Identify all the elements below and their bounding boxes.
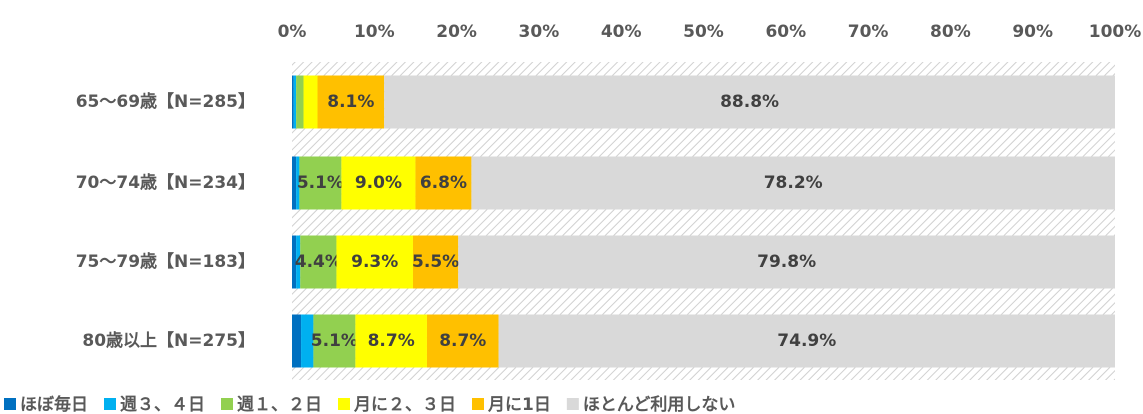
bar-segment [296,235,301,289]
legend-swatch [472,398,484,410]
data-label: 9.0% [355,173,402,193]
bar-segment [498,314,1115,368]
data-label: 79.8% [757,252,816,272]
x-tick-label: 40% [601,22,642,42]
data-label: 8.7% [368,331,415,351]
data-label: 78.2% [764,173,823,193]
data-label: 5.1% [297,173,344,193]
bar-segment [296,75,304,129]
bar-segment [415,156,472,210]
legend-label: 月に1日 [487,395,551,414]
data-label: 4.4% [295,252,342,272]
bar-segment [458,235,1116,289]
bar-segment [303,75,318,129]
y-tick-label: 75～79歳【N=183】 [76,251,255,272]
data-label: 8.1% [327,92,374,112]
legend-label: ほとんど利用しない [583,394,736,414]
y-tick-label: 65～69歳【N=285】 [76,91,255,112]
x-tick-label: 100% [1089,22,1142,42]
data-label: 5.5% [412,252,459,272]
bar-segment [384,75,1115,129]
bar-segment [341,156,416,210]
x-tick-label: 50% [683,22,724,42]
x-tick-label: 30% [519,22,560,42]
y-tick-label: 80歳以上【N=275】 [82,330,255,351]
bar-segment [471,156,1115,210]
data-label: 8.7% [439,331,486,351]
bar-segment [313,314,356,368]
x-tick-label: 20% [436,22,477,42]
legend-label: ほぼ毎日 [20,394,88,414]
bar-segment [292,235,297,289]
x-tick-label: 0% [278,22,307,42]
bar-segment [317,75,385,129]
bar-segment [299,156,342,210]
bar-segment [426,314,499,368]
legend-swatch [104,398,116,410]
bar-segment [293,75,297,129]
legend-swatch [338,398,350,410]
x-tick-label: 80% [930,22,971,42]
x-tick-label: 70% [848,22,889,42]
data-label: 74.9% [777,331,836,351]
data-label: 6.8% [420,173,467,193]
y-tick-label: 70～74歳【N=234】 [76,172,255,193]
data-label: 88.8% [720,92,779,112]
legend-swatch [566,398,579,410]
data-label: 5.1% [311,331,358,351]
x-tick-label: 90% [1012,22,1053,42]
x-tick-label: 10% [354,22,395,42]
legend-swatch [4,398,16,410]
bar-segment [296,156,300,210]
bar-segment [412,235,459,289]
data-label: 9.3% [351,252,398,272]
bar-segment [355,314,427,368]
bar-segment [301,314,314,368]
bar-segment [292,156,297,210]
bar-segment [292,75,294,129]
bar-segment [292,314,302,368]
legend-label: 月に２、３日 [353,395,456,414]
bar-segment [300,235,337,289]
bar-segment [336,235,413,289]
legend-label: 週１、２日 [237,395,322,414]
x-tick-label: 60% [765,22,806,42]
legend-label: 週３、４日 [120,395,205,414]
legend-swatch [221,398,233,410]
